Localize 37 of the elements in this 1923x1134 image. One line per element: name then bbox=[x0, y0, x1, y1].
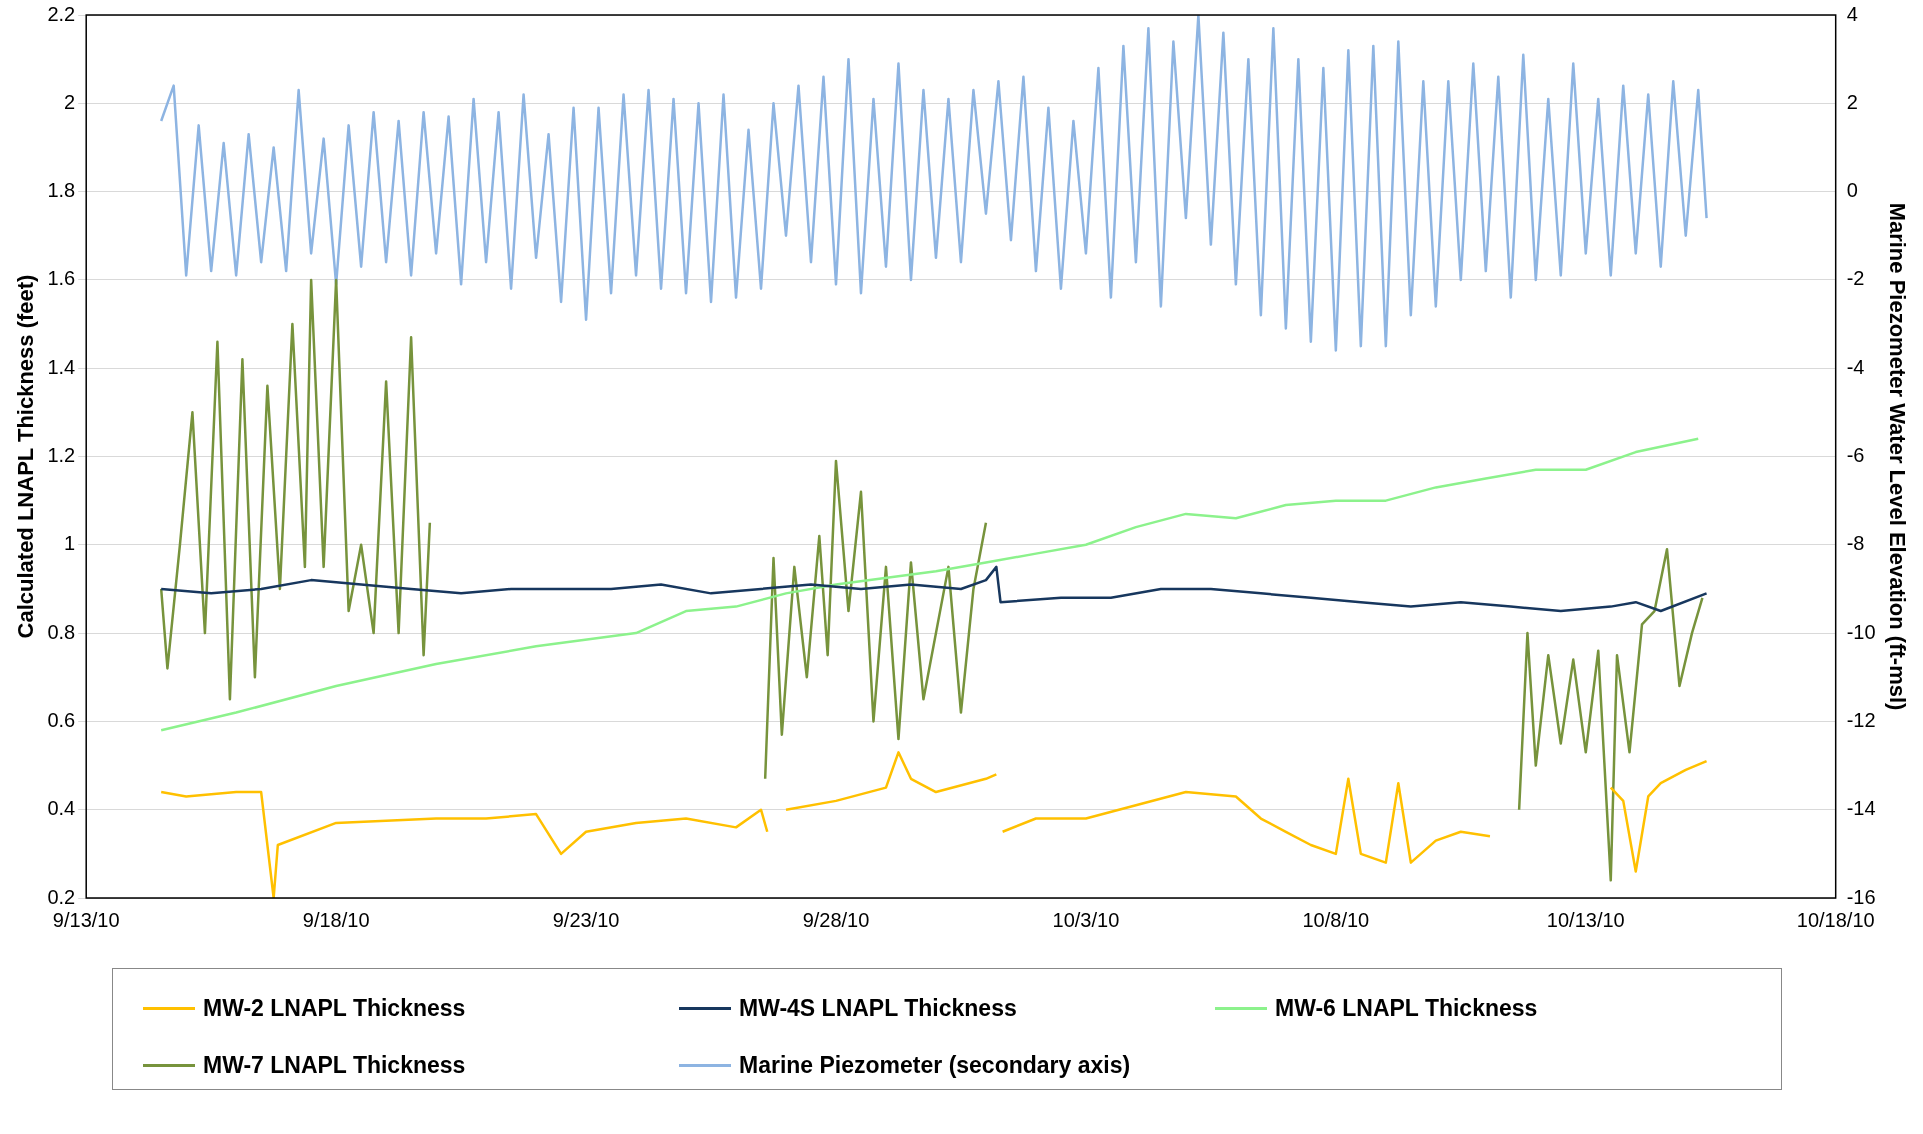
x-tick-label: 10/3/10 bbox=[1052, 908, 1120, 931]
y2-tick-label: -4 bbox=[1846, 355, 1865, 378]
y-tick-label: 0.2 bbox=[47, 885, 76, 908]
y-tick-label: 1.4 bbox=[47, 355, 76, 378]
x-tick-label: 9/13/10 bbox=[52, 908, 120, 931]
y-tick-label: 1.8 bbox=[47, 179, 76, 202]
legend-label: MW-6 LNAPL Thickness bbox=[1275, 995, 1538, 1022]
y2-tick-label: -14 bbox=[1846, 797, 1876, 820]
y2-tick-label: 0 bbox=[1846, 179, 1858, 202]
y2-tick-label: -10 bbox=[1846, 620, 1876, 643]
x-tick-label: 9/18/10 bbox=[302, 908, 370, 931]
legend-label: MW-2 LNAPL Thickness bbox=[203, 995, 466, 1022]
y-tick-label: 1.2 bbox=[47, 444, 76, 467]
legend-label: Marine Piezometer (secondary axis) bbox=[739, 1052, 1131, 1079]
y-tick-label: 1 bbox=[64, 532, 76, 555]
x-tick-label: 9/28/10 bbox=[802, 908, 870, 931]
y-tick-label: 0.4 bbox=[47, 797, 76, 820]
y2-tick-label: -2 bbox=[1846, 267, 1865, 290]
x-tick-label: 10/13/10 bbox=[1546, 908, 1625, 931]
y2-axis-title: Marine Piezometer Water Level Elevation (ft-msl) bbox=[1884, 202, 1910, 711]
x-tick-label: 10/18/10 bbox=[1796, 908, 1875, 931]
y-axis-title: Calculated LNAPL Thickness (feet) bbox=[13, 274, 39, 639]
y2-tick-label: -12 bbox=[1846, 708, 1876, 731]
legend-label: MW-7 LNAPL Thickness bbox=[203, 1052, 466, 1079]
y2-tick-label: 4 bbox=[1846, 2, 1858, 25]
y2-tick-label: -6 bbox=[1846, 444, 1865, 467]
y-tick-label: 1.6 bbox=[47, 267, 76, 290]
x-tick-label: 10/8/10 bbox=[1302, 908, 1370, 931]
y2-tick-label: -8 bbox=[1846, 532, 1865, 555]
y2-tick-label: 2 bbox=[1846, 90, 1858, 113]
y-tick-label: 0.6 bbox=[47, 708, 76, 731]
legend-label: MW-4S LNAPL Thickness bbox=[739, 995, 1017, 1022]
y2-tick-label: -16 bbox=[1846, 885, 1876, 908]
x-tick-label: 9/23/10 bbox=[552, 908, 620, 931]
y-tick-label: 2 bbox=[64, 90, 76, 113]
y-tick-label: 2.2 bbox=[47, 2, 76, 25]
y-tick-label: 0.8 bbox=[47, 620, 76, 643]
